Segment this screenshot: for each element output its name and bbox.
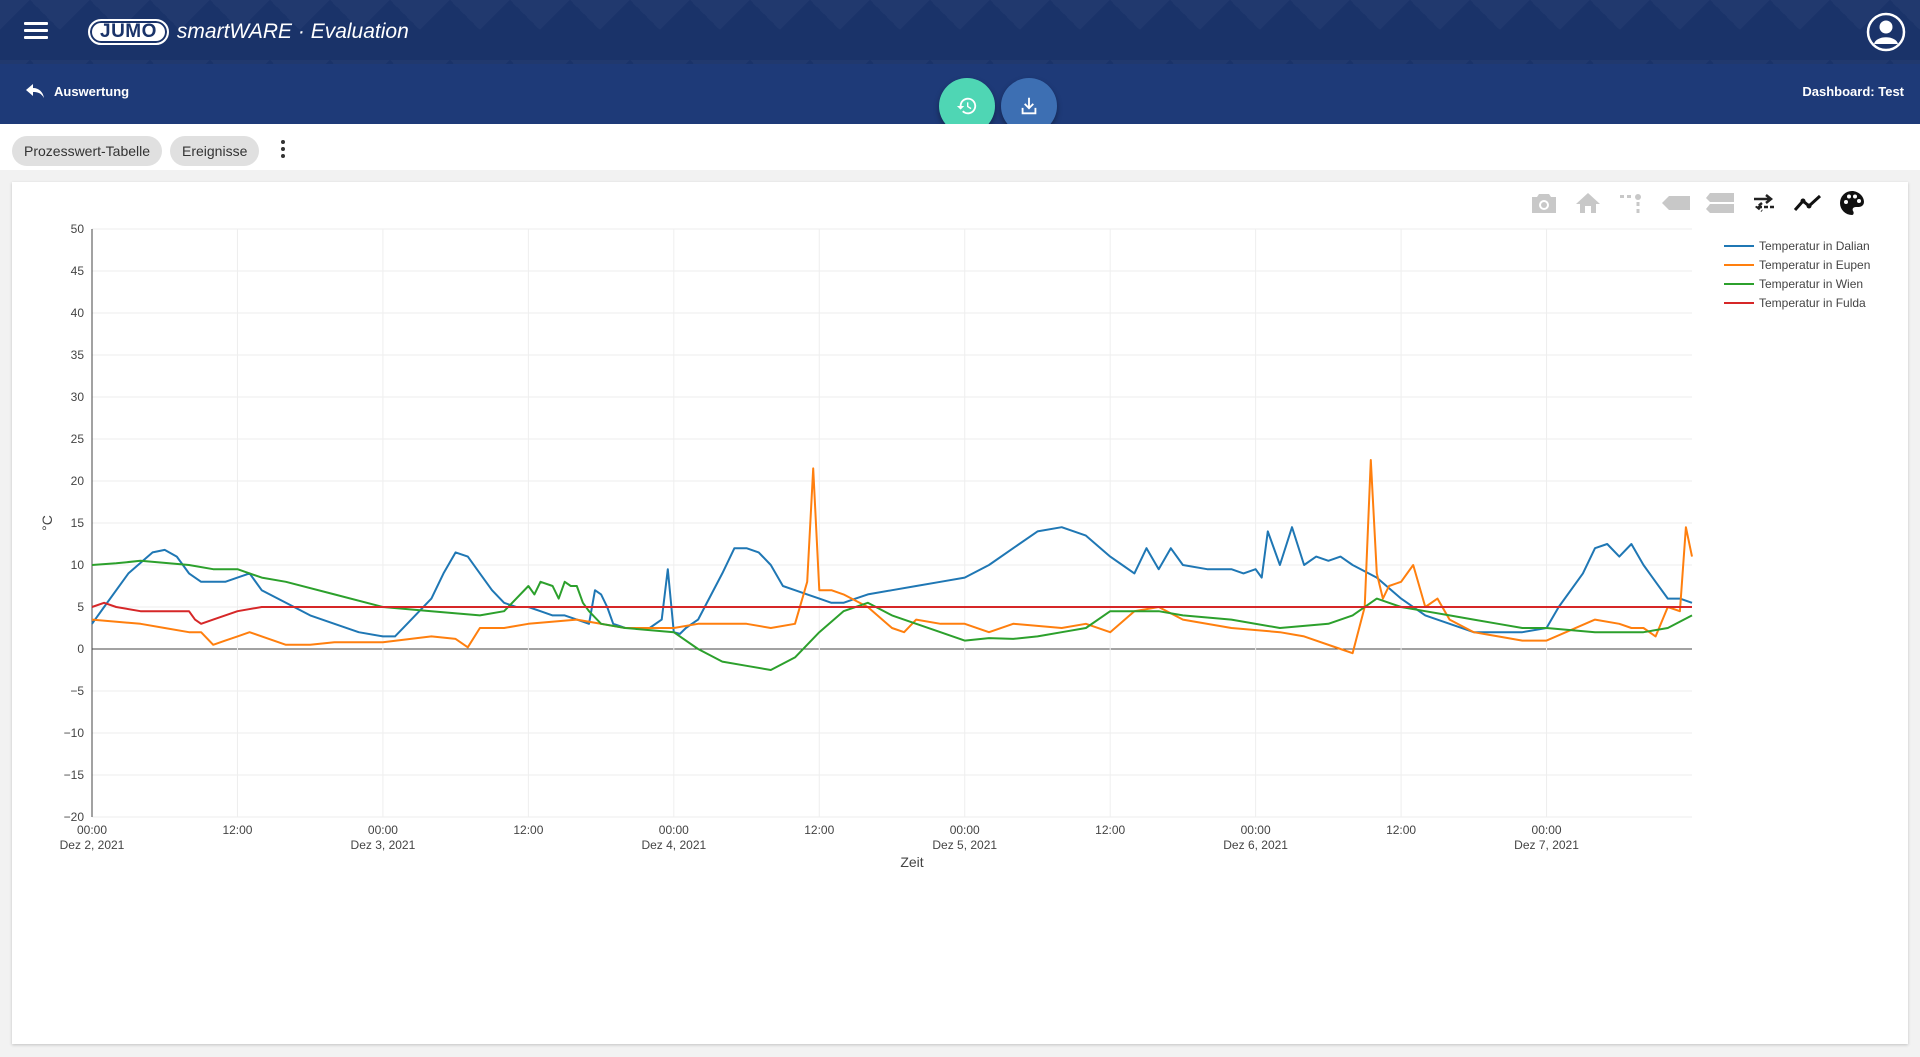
y-tick-label: 0 <box>77 642 84 656</box>
x-tick-label: 12:00 <box>222 823 252 837</box>
y-tick-label: 20 <box>71 474 85 488</box>
hover-closest-icon[interactable] <box>1660 188 1692 218</box>
camera-icon[interactable] <box>1528 188 1560 218</box>
legend-item[interactable]: Temperatur in Wien <box>1724 274 1870 293</box>
y-tick-label: 35 <box>71 348 85 362</box>
y-tick-label: 25 <box>71 432 85 446</box>
process-value-table-chip[interactable]: Prozesswert-Tabelle <box>12 136 163 166</box>
x-tick-label: 00:00 <box>368 823 398 837</box>
x-tick-label: 00:00 <box>1241 823 1271 837</box>
app-title: smartWARE · Evaluation <box>176 20 409 43</box>
legend-label: Temperatur in Dalian <box>1759 238 1870 253</box>
back-button[interactable]: Auswertung <box>24 82 129 100</box>
x-tick-label: 12:00 <box>513 823 543 837</box>
logo-badge: JUMO <box>88 19 169 45</box>
series-line <box>91 526 1693 638</box>
y-tick-label: −20 <box>64 810 85 824</box>
menu-icon[interactable] <box>24 22 48 42</box>
y-tick-label: 15 <box>71 516 85 530</box>
app-header: JUMO smartWARE · Evaluation <box>0 0 1920 64</box>
spike-lines-icon[interactable] <box>1616 188 1648 218</box>
series-line <box>91 459 1693 655</box>
series-line <box>91 559 1693 671</box>
x-axis-title: Zeit <box>900 854 923 870</box>
back-arrow-icon <box>26 84 44 98</box>
chart-legend: Temperatur in Dalian Temperatur in Eupen T… <box>1724 236 1870 312</box>
x-tick-label: 00:00 <box>77 823 107 837</box>
legend-item[interactable]: Temperatur in Eupen <box>1724 255 1870 274</box>
chart-modebar <box>1528 188 1868 218</box>
line-icon[interactable] <box>1792 188 1824 218</box>
app-logo: JUMO smartWARE · Evaluation <box>88 18 409 46</box>
y-tick-label: 10 <box>71 558 85 572</box>
hover-compare-icon[interactable] <box>1704 188 1736 218</box>
toggle-hover-icon[interactable] <box>1748 188 1780 218</box>
legend-swatch <box>1724 244 1754 247</box>
palette-icon[interactable] <box>1836 188 1868 218</box>
legend-swatch <box>1724 301 1754 304</box>
y-tick-label: −5 <box>70 684 84 698</box>
y-tick-label: 40 <box>71 306 85 320</box>
legend-swatch <box>1724 282 1754 285</box>
legend-label: Temperatur in Eupen <box>1759 257 1871 272</box>
legend-swatch <box>1724 263 1754 266</box>
x-tick-date-label: Dez 3, 2021 <box>351 838 416 852</box>
legend-label: Temperatur in Fulda <box>1759 295 1866 310</box>
download-icon <box>1021 97 1037 115</box>
y-tick-label: 30 <box>71 390 85 404</box>
history-icon <box>956 97 977 115</box>
more-vert-icon[interactable] <box>278 140 288 162</box>
home-icon[interactable] <box>1572 188 1604 218</box>
x-tick-label: 00:00 <box>1532 823 1562 837</box>
series-line <box>91 601 1692 625</box>
user-icon[interactable] <box>1866 12 1906 52</box>
x-tick-label: 00:00 <box>950 823 980 837</box>
legend-label: Temperatur in Wien <box>1759 276 1864 291</box>
y-axis-title: °C <box>39 515 55 531</box>
x-tick-date-label: Dez 2, 2021 <box>60 838 125 852</box>
y-tick-label: −15 <box>64 768 85 782</box>
x-tick-date-label: Dez 4, 2021 <box>641 838 706 852</box>
y-tick-label: 50 <box>71 222 85 236</box>
temperature-chart[interactable]: 50454035302520151050−5−10−15−2000:00Dez … <box>12 182 1908 1044</box>
y-tick-label: −10 <box>64 726 85 740</box>
x-tick-date-label: Dez 6, 2021 <box>1223 838 1288 852</box>
x-tick-label: 12:00 <box>1095 823 1125 837</box>
tab-bar: Prozesswert-Tabelle Ereignisse <box>0 124 1920 170</box>
chart-card: 50 45 40 35 30 25 20 15 10 5 0 −5 −10 −15 −20 00:00 Dez … <box>12 182 1908 1044</box>
events-chip[interactable]: Ereignisse <box>170 136 260 166</box>
x-tick-label: 00:00 <box>659 823 689 837</box>
legend-item[interactable]: Temperatur in Dalian <box>1724 236 1870 255</box>
y-tick-label: 5 <box>77 600 84 614</box>
x-tick-label: 12:00 <box>804 823 834 837</box>
legend-item[interactable]: Temperatur in Fulda <box>1724 293 1870 312</box>
back-label: Auswertung <box>54 83 130 99</box>
y-tick-label: 45 <box>71 264 85 278</box>
dashboard-title: Dashboard: Test <box>1802 84 1904 99</box>
x-tick-label: 12:00 <box>1386 823 1416 837</box>
x-tick-date-label: Dez 5, 2021 <box>932 838 997 852</box>
x-tick-date-label: Dez 7, 2021 <box>1514 838 1579 852</box>
